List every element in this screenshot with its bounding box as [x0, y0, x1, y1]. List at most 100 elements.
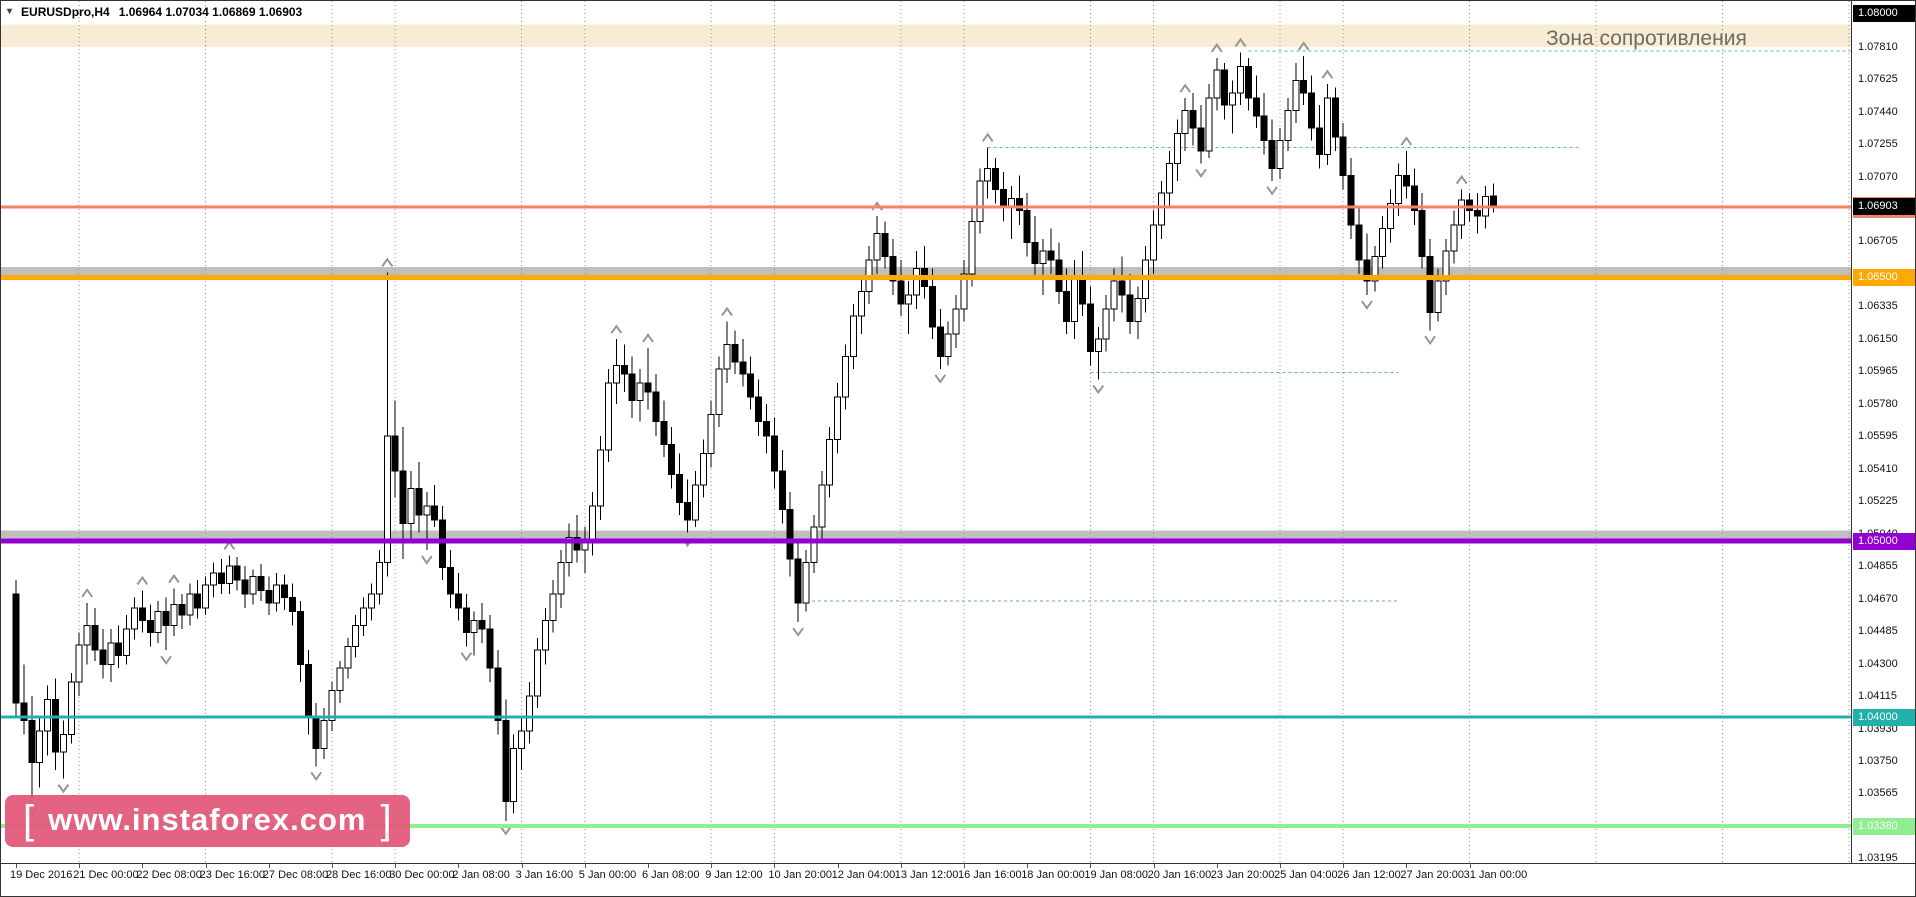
price-tick-label: 1.07625 — [1858, 73, 1898, 86]
fractal-up-icon — [1455, 174, 1468, 185]
fractal-up-icon — [1210, 43, 1223, 53]
candle — [1276, 128, 1284, 180]
candle — [336, 660, 344, 703]
time-tick-label: 5 Jan 00:00 — [578, 869, 637, 881]
time-tick-label: 25 Jan 04:00 — [1274, 869, 1338, 881]
candle — [905, 281, 913, 334]
candle — [1126, 274, 1134, 334]
candle — [1181, 98, 1189, 151]
candle — [154, 601, 162, 644]
candle — [44, 685, 52, 756]
price-zone — [1, 24, 1851, 48]
fractal-down-icon — [1266, 186, 1278, 196]
candle — [431, 485, 439, 528]
candle — [1079, 251, 1086, 317]
candle — [668, 427, 676, 489]
candle — [526, 681, 533, 744]
candle — [462, 594, 470, 647]
candle — [1102, 295, 1110, 352]
candle — [99, 629, 107, 679]
candle — [834, 383, 842, 454]
chart-canvas[interactable] — [1, 1, 1851, 863]
time-tick — [1469, 864, 1471, 868]
candle — [810, 514, 818, 573]
time-tick — [16, 864, 17, 868]
ohlc-values: 1.06964 1.07034 1.06869 1.06903 — [118, 5, 303, 19]
candle — [794, 541, 802, 623]
time-tick — [205, 864, 207, 868]
fractal-up-icon — [381, 257, 394, 267]
candle — [1284, 98, 1292, 151]
candle — [281, 574, 289, 610]
candle — [1426, 238, 1434, 331]
time-tick-label: 23 Dec 16:00 — [199, 869, 266, 881]
candle — [1442, 238, 1450, 296]
candle — [1039, 238, 1047, 296]
fractal-up-icon — [610, 324, 623, 334]
candle — [786, 492, 794, 577]
time-tick — [458, 864, 460, 868]
candle — [146, 604, 154, 647]
time-tick-label: 19 Jan 08:00 — [1084, 869, 1149, 881]
candle — [36, 717, 44, 788]
time-tick-label: 30 Dec 00:00 — [389, 869, 455, 881]
price-tick-label: 1.04300 — [1858, 657, 1898, 670]
candle — [162, 597, 170, 651]
candle — [565, 523, 573, 577]
candle — [605, 368, 612, 463]
candle — [107, 629, 115, 682]
price-badge-1.06500: 1.06500 — [1853, 269, 1915, 286]
time-tick-label: 6 Jan 08:00 — [642, 869, 700, 881]
candle — [636, 368, 644, 422]
chart-plot[interactable]: ▾ EURUSDpro,H4 1.06964 1.07034 1.06869 1… — [1, 1, 1851, 863]
candle — [415, 462, 423, 533]
candle — [691, 470, 699, 528]
candle — [1244, 57, 1252, 111]
candle — [747, 356, 755, 410]
price-tick-label: 1.06150 — [1858, 332, 1898, 345]
candle — [755, 379, 763, 436]
price-axis[interactable]: 1.07810 1.07625 1.07440 1.07255 1.07070 1.067… — [1851, 1, 1915, 864]
watermark-bracket-right: ] — [380, 798, 392, 842]
candle — [699, 439, 707, 498]
candle — [67, 673, 75, 744]
candle — [352, 615, 360, 658]
price-tick-label: 1.04855 — [1858, 560, 1898, 573]
candle — [897, 260, 905, 317]
fractal-up-icon — [136, 575, 149, 586]
candle — [210, 562, 217, 598]
time-tick — [1027, 864, 1029, 868]
price-tick-label: 1.07070 — [1858, 170, 1898, 183]
candle — [1323, 84, 1331, 165]
candle — [818, 470, 826, 542]
time-tick — [268, 864, 270, 868]
symbol-icon: ▾ — [7, 6, 13, 17]
time-axis[interactable]: 19 Dec 2016 21 Dec 00:00 22 Dec 08:00 23 De… — [1, 863, 1915, 896]
candle — [597, 435, 605, 521]
time-tick — [79, 864, 81, 868]
fractal-down-icon — [1092, 384, 1105, 395]
time-tick-label: 22 Dec 08:00 — [136, 869, 202, 881]
candle — [913, 251, 921, 310]
candle — [1347, 158, 1355, 239]
candle — [1252, 75, 1260, 129]
time-tick — [1153, 864, 1155, 868]
candle — [849, 303, 857, 369]
time-tick-label: 31 Jan 00:00 — [1463, 869, 1528, 881]
candle — [731, 330, 739, 375]
price-tick-label: 1.04485 — [1858, 625, 1898, 638]
candle — [447, 550, 454, 608]
candle — [676, 453, 684, 515]
symbol-period-label: EURUSDpro,H4 — [21, 5, 110, 19]
candle — [1292, 63, 1300, 123]
candle — [186, 583, 194, 626]
candle — [328, 681, 336, 732]
candle — [296, 601, 304, 682]
candle — [1402, 151, 1410, 199]
candle — [652, 374, 660, 436]
candle — [1031, 216, 1039, 278]
candle — [59, 720, 67, 779]
price-tick-label: 1.05965 — [1858, 365, 1898, 378]
candle — [391, 400, 399, 498]
